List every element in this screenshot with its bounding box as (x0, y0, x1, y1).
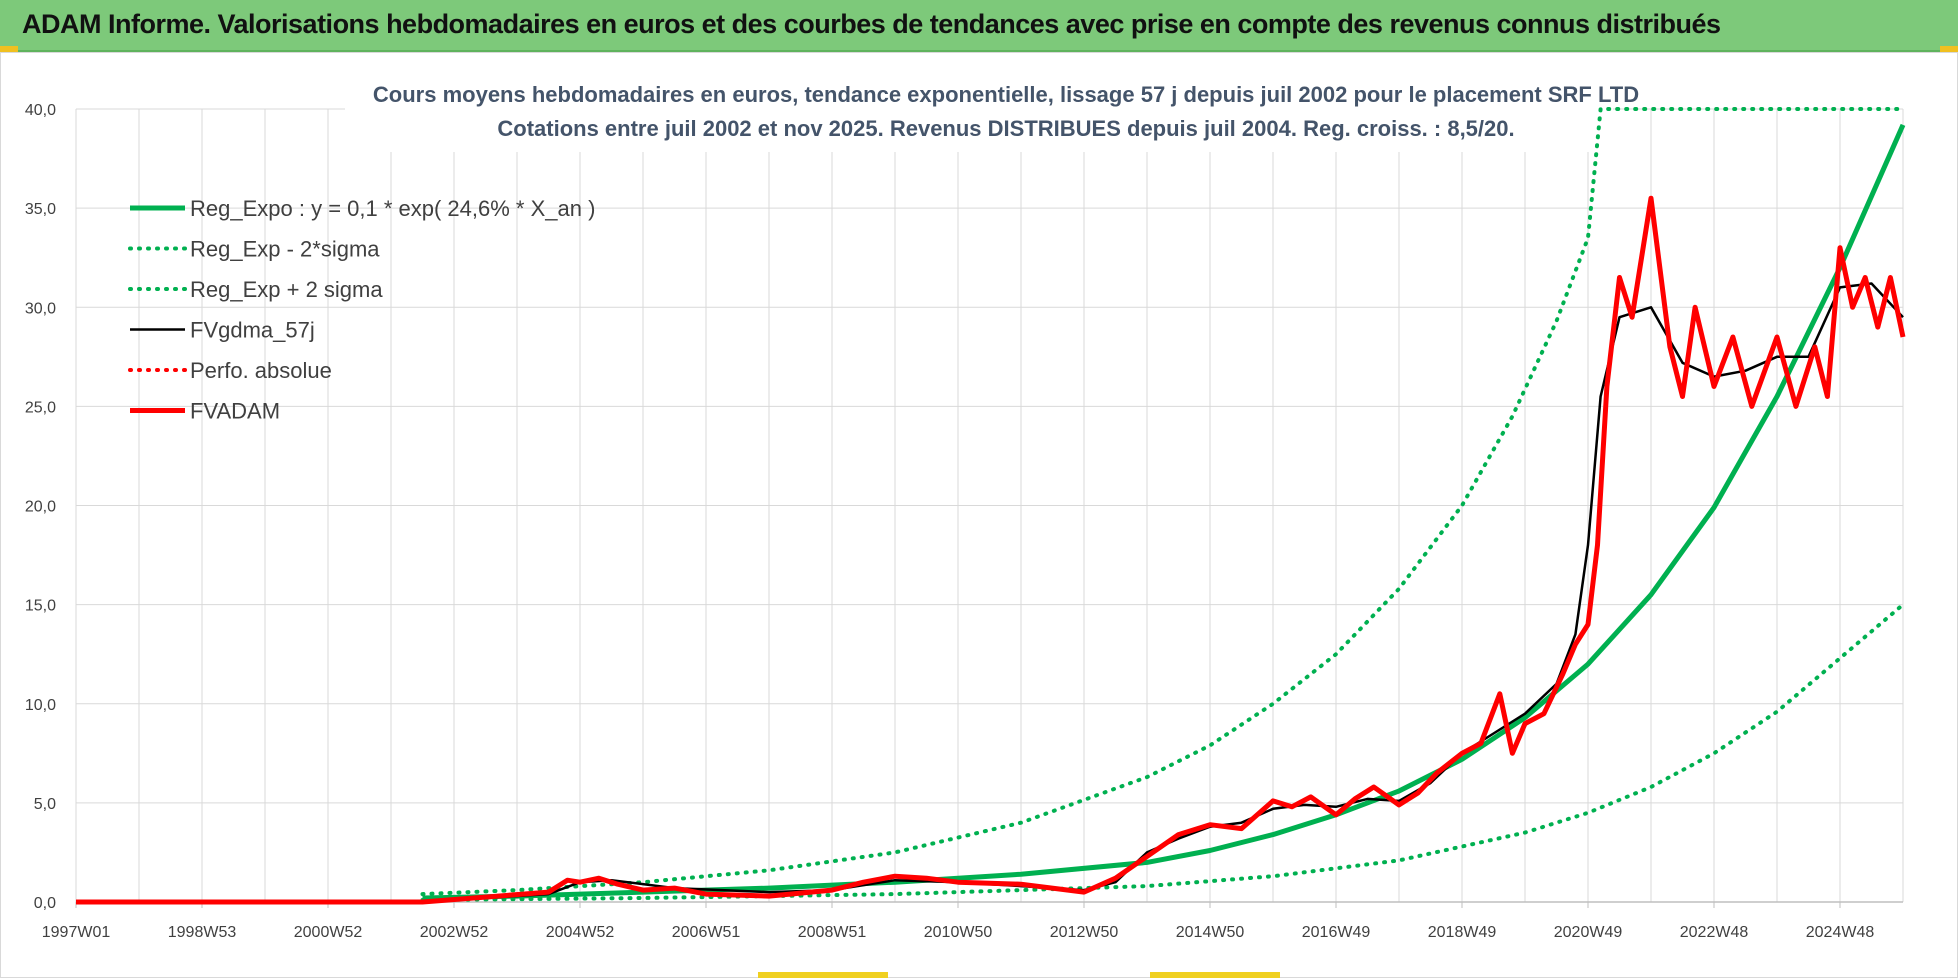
x-tick-label: 1998W53 (168, 924, 237, 941)
banner-corner-left (0, 46, 18, 52)
page-title: ADAM Informe. Valorisations hebdomadaire… (22, 9, 1721, 39)
series-line (420, 602, 1905, 902)
header-banner: ADAM Informe. Valorisations hebdomadaire… (0, 0, 1958, 52)
banner-corner-right (1940, 46, 1958, 52)
x-tick-label: 2024W48 (1806, 924, 1875, 941)
legend-label: FVADAM (190, 399, 280, 424)
x-tick-label: 2000W52 (294, 924, 363, 941)
series-line (422, 123, 1906, 901)
x-tick-label: 2002W52 (420, 924, 489, 941)
x-tick-label: 1997W01 (42, 924, 111, 941)
x-tick-label: 2010W50 (924, 924, 993, 941)
chart-title: Cours moyens hebdomadaires en euros, ten… (345, 74, 1639, 152)
chart-axes: 0,0 5,0 10,0 15,0 20,0 25,0 30,0 35,0 40,0 1997W0… (25, 102, 1903, 941)
chart-legend: Reg_Expo : y = 0,1 * exp( 24,6% * X_an )… (128, 196, 595, 424)
x-tick-label: 2012W50 (1050, 924, 1119, 941)
x-tick-label: 2014W50 (1176, 924, 1245, 941)
y-tick-label: 0,0 (34, 895, 56, 912)
legend-label: FVgdma_57j (190, 318, 315, 343)
y-tick-label: 15,0 (25, 598, 56, 615)
y-tick-label: 20,0 (25, 499, 56, 516)
y-tick-label: 5,0 (34, 796, 56, 813)
chart-title-line: Cours moyens hebdomadaires en euros, ten… (373, 82, 1639, 107)
x-tick-label: 2018W49 (1428, 924, 1497, 941)
series-line (76, 282, 1904, 904)
x-tick-label: 2022W48 (1680, 924, 1749, 941)
legend-label: Reg_Expo : y = 0,1 * exp( 24,6% * X_an ) (190, 196, 595, 221)
y-tick-label: 35,0 (25, 201, 56, 218)
sheet-tab-marker (1150, 972, 1280, 978)
x-tick-label: 2006W51 (672, 924, 741, 941)
x-tick-label: 2020W49 (1554, 924, 1623, 941)
chart-title-line: Cotations entre juil 2002 et nov 2025. R… (497, 116, 1514, 141)
y-tick-label: 25,0 (25, 399, 56, 416)
series-line (420, 107, 1905, 897)
x-tick-label: 2008W51 (798, 924, 867, 941)
y-tick-label: 30,0 (25, 300, 56, 317)
y-tick-label: 40,0 (25, 102, 56, 119)
legend-label: Reg_Exp + 2 sigma (190, 277, 383, 302)
sheet-tab-marker (758, 972, 888, 978)
y-tick-label: 10,0 (25, 697, 56, 714)
x-tick-label: 2016W49 (1302, 924, 1371, 941)
title-backing (345, 74, 1613, 152)
legend-label: Reg_Exp - 2*sigma (190, 237, 380, 262)
x-tick-label: 2004W52 (546, 924, 615, 941)
chart-grid (75, 108, 1904, 903)
chart-series (76, 107, 1906, 905)
legend-label: Perfo. absolue (190, 358, 332, 383)
series-line (76, 195, 1906, 905)
